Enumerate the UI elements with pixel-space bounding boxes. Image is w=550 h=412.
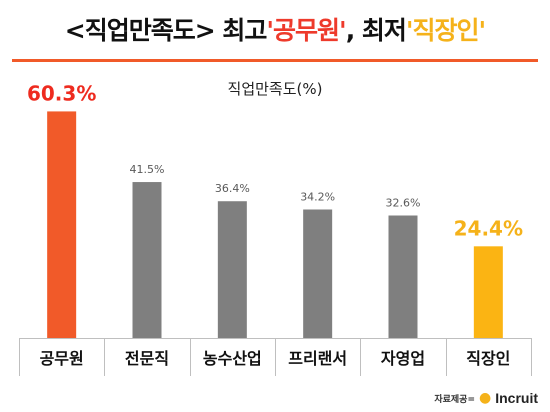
bar-5 xyxy=(388,215,418,338)
incruit-logo-mark-icon: ● xyxy=(479,390,492,406)
headline-text-2: , 최저 xyxy=(345,16,407,45)
value-label-1: 60.3% xyxy=(27,81,96,105)
chart-title: 직업만족도(%) xyxy=(228,80,323,98)
headline-lowest-job: '직장인' xyxy=(405,16,486,45)
value-label-2: 41.5% xyxy=(130,163,165,176)
value-label-4: 34.2% xyxy=(300,190,335,203)
category-label-4: 프리랜서 xyxy=(288,349,347,368)
headline-text-1: <직업만족도> 최고 xyxy=(64,16,268,45)
category-label-6: 직장인 xyxy=(466,349,510,368)
bar-4 xyxy=(303,209,333,338)
bar-2 xyxy=(132,182,162,338)
value-label-5: 32.6% xyxy=(386,197,421,210)
value-label-6: 24.4% xyxy=(454,216,523,240)
source-credit: 자료제공= ● Incruit xyxy=(434,390,538,406)
headline-underline xyxy=(12,59,538,62)
value-label-3: 36.4% xyxy=(215,182,250,195)
bar-1 xyxy=(47,111,77,338)
category-label-5: 자영업 xyxy=(381,349,425,368)
headline: <직업만족도> 최고 '공무원' , 최저 '직장인' xyxy=(0,0,550,58)
source-label: 자료제공= xyxy=(434,394,475,405)
bar-6 xyxy=(473,246,503,338)
category-label-3: 농수산업 xyxy=(203,349,262,368)
category-label-1: 공무원 xyxy=(40,349,84,368)
headline-highest-job: '공무원' xyxy=(266,16,346,45)
incruit-logo: Incruit xyxy=(495,390,538,406)
bar-3 xyxy=(217,201,247,338)
category-label-2: 전문직 xyxy=(125,349,169,368)
